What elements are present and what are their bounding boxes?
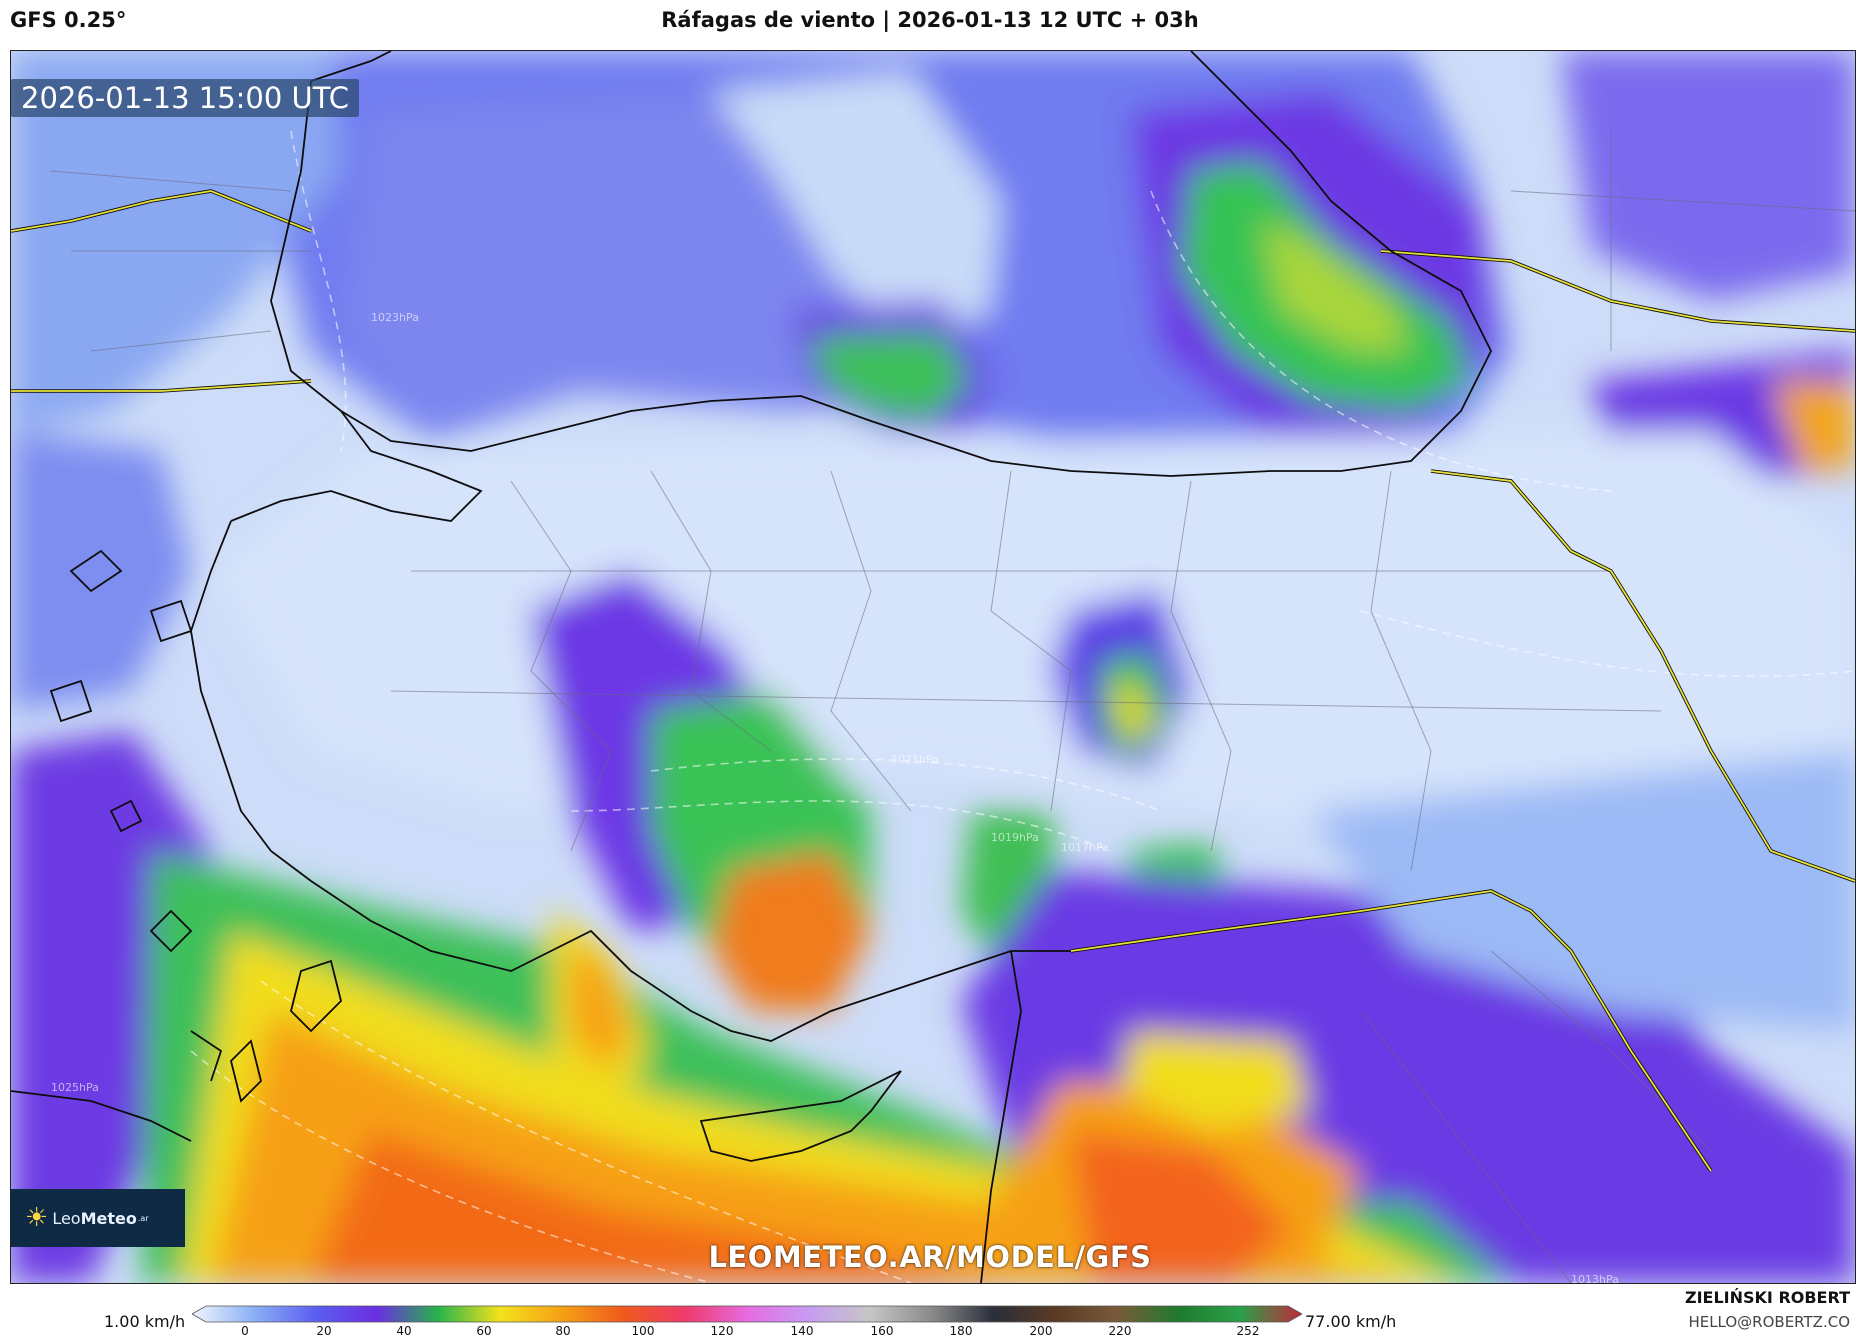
logo-text-light: Leo <box>52 1208 81 1228</box>
source-watermark: LEOMETEO.AR/MODEL/GFS <box>708 1240 1152 1274</box>
country-borders <box>11 190 1855 1172</box>
colorbar-min-label: 1.00 km/h <box>104 1312 186 1331</box>
colorbar-tick: 20 <box>316 1324 332 1338</box>
colorbar-tick: 200 <box>1029 1324 1053 1338</box>
colorbar-tick: 140 <box>790 1324 814 1338</box>
isobar-label: 1023hPa <box>371 311 419 324</box>
coastlines <box>11 51 1493 1283</box>
leometeo-logo[interactable]: ☀ Leo Meteo .ar <box>11 1189 185 1247</box>
colorbar-tick: 160 <box>870 1324 894 1338</box>
colorbar-max-label: 77.00 km/h <box>1305 1312 1397 1331</box>
colorbar-tick: 252 <box>1236 1324 1260 1338</box>
colorbar-tick: 80 <box>555 1324 571 1338</box>
isobar-labels: 1021hPa 1019hPa 1017hPa 1023hPa 1025hPa … <box>51 311 1619 1283</box>
colorbar-tick: 0 <box>241 1324 249 1338</box>
isobar-label: 1025hPa <box>51 1081 99 1094</box>
colorbar-tick: 60 <box>476 1324 492 1338</box>
province-borders <box>50 131 1855 1283</box>
isobar-label: 1017hPa <box>1061 841 1109 854</box>
colorbar-tick: 120 <box>710 1324 734 1338</box>
author-email[interactable]: HELLO@ROBERTZ.CO <box>1688 1313 1850 1331</box>
isobar-label: 1019hPa <box>991 831 1039 844</box>
map-title: Ráfagas de viento | 2026-01-13 12 UTC + … <box>661 8 1199 32</box>
isobar-label: 1021hPa <box>891 753 939 766</box>
colorbar-tick: 40 <box>396 1324 412 1338</box>
wind-gust-field <box>11 51 1855 1283</box>
colorbar-tick: 100 <box>631 1324 655 1338</box>
colorbar-tick: 180 <box>949 1324 973 1338</box>
colorbar: 1.00 km/h 0 20 40 60 80 100 120 140 160 … <box>0 1294 1860 1339</box>
valid-time-badge: 2026-01-13 15:00 UTC <box>11 79 360 117</box>
sun-icon: ☀ <box>25 1203 49 1233</box>
wind-gust-map[interactable]: 1021hPa 1019hPa 1017hPa 1023hPa 1025hPa … <box>10 50 1856 1284</box>
colorbar-gradient <box>192 1305 1302 1323</box>
map-canvas: 1021hPa 1019hPa 1017hPa 1023hPa 1025hPa … <box>11 51 1855 1283</box>
model-label: GFS 0.25° <box>10 8 127 32</box>
author-credit: ZIELIŃSKI ROBERT <box>1684 1288 1850 1307</box>
colorbar-tick: 220 <box>1108 1324 1132 1338</box>
isobar-label: 1013hPa <box>1571 1273 1619 1283</box>
logo-text-bold: Meteo <box>80 1208 137 1228</box>
logo-suffix: .ar <box>137 1213 149 1223</box>
isobars <box>190 130 1855 1283</box>
